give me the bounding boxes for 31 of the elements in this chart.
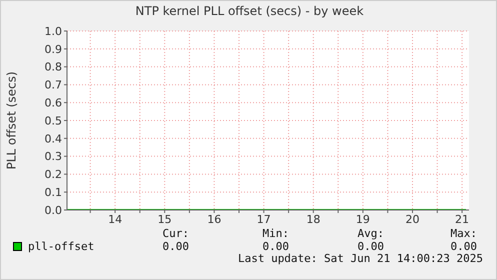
y-tick-label: 0.2 (44, 168, 62, 182)
y-tick-label: 0.7 (44, 78, 62, 92)
y-tick-label: 1.0 (44, 24, 62, 38)
text: Avg: (358, 227, 384, 240)
y-axis-title: PLL offset (secs) (4, 71, 18, 170)
x-tick-label: 21 (455, 212, 470, 226)
text: 0.00 (358, 240, 384, 253)
y-tick-label: 0.1 (44, 186, 62, 200)
text: Min: (262, 227, 289, 240)
text: 0.00 (450, 240, 477, 253)
y-tick-label: 0.8 (44, 60, 62, 74)
y-tick-label: 0.4 (44, 132, 62, 146)
y-tick-label: 0.0 (44, 204, 62, 217)
y-tick-label: 0.9 (44, 42, 62, 56)
legend-label: pll-offset (27, 240, 94, 253)
x-tick-label: 17 (256, 212, 271, 226)
chart-title: NTP kernel PLL offset (secs) - by week (134, 4, 365, 18)
text: Last update: Sat Jun 21 14:00:23 2025 (238, 252, 483, 265)
x-tick-label: 18 (306, 212, 320, 226)
x-tick-label: 16 (207, 212, 222, 226)
text: 0.00 (162, 240, 189, 253)
y-tick-label: 0.5 (44, 114, 62, 128)
y-tick-label: 0.3 (44, 150, 62, 164)
x-tick-label: 19 (356, 212, 370, 226)
x-tick-label: 20 (405, 212, 420, 226)
y-tick-label: 0.6 (44, 96, 62, 110)
text: Cur: (162, 227, 189, 240)
text: Max: (450, 227, 477, 240)
text: 0.00 (262, 240, 289, 253)
x-tick-label: 14 (108, 212, 122, 226)
x-tick-label: 15 (158, 212, 172, 226)
